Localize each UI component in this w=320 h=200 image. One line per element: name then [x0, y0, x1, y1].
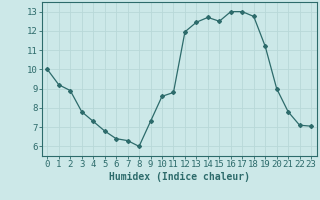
X-axis label: Humidex (Indice chaleur): Humidex (Indice chaleur) [109, 172, 250, 182]
